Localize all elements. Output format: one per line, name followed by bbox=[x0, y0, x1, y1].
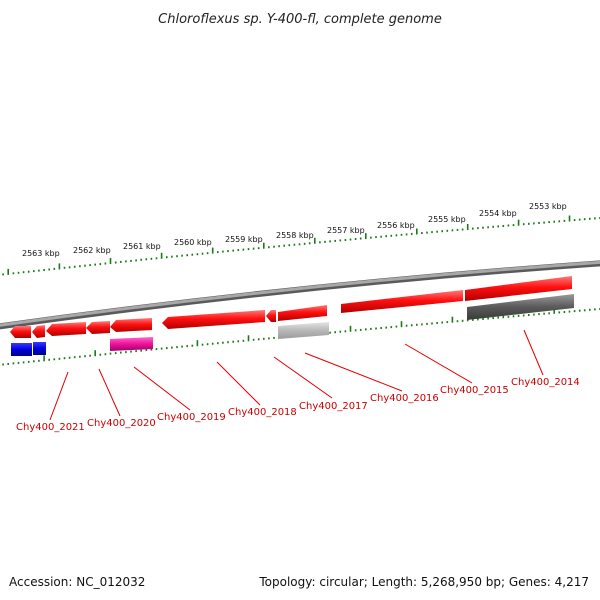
gene-feature[interactable] bbox=[33, 342, 46, 355]
leader-line bbox=[273, 356, 333, 399]
kbp-label: 2563 kbp bbox=[22, 249, 60, 258]
kbp-label: 2559 kbp bbox=[225, 235, 263, 244]
gene-feature[interactable] bbox=[341, 290, 463, 313]
gene-feature[interactable] bbox=[467, 294, 574, 320]
gene-feature[interactable] bbox=[11, 343, 32, 356]
gene-feature[interactable] bbox=[46, 322, 86, 336]
gene-label[interactable]: Chy400_2015 bbox=[440, 385, 509, 396]
label-leader-lines bbox=[49, 329, 544, 421]
kbp-label: 2562 kbp bbox=[73, 246, 111, 255]
gene-feature[interactable] bbox=[266, 310, 276, 322]
leader-line bbox=[304, 352, 403, 392]
leader-line bbox=[523, 329, 544, 376]
gene-feature[interactable] bbox=[278, 322, 329, 339]
kbp-scale-labels: 2563 kbp 2562 kbp 2561 kbp 2560 kbp 2559… bbox=[22, 202, 567, 258]
gene-label[interactable]: Chy400_2017 bbox=[299, 401, 368, 412]
gene-feature[interactable] bbox=[32, 325, 45, 338]
gene-feature[interactable] bbox=[10, 326, 31, 338]
gene-feature[interactable] bbox=[110, 318, 152, 332]
gene-label[interactable]: Chy400_2016 bbox=[370, 393, 439, 404]
leader-line bbox=[133, 366, 191, 411]
gene-label[interactable]: Chy400_2014 bbox=[511, 377, 580, 388]
leader-line bbox=[404, 343, 473, 384]
map-title: Chloroflexus sp. Y-400-fl, complete geno… bbox=[158, 12, 442, 27]
gene-feature[interactable] bbox=[86, 321, 110, 334]
kbp-label: 2558 kbp bbox=[276, 231, 314, 240]
forward-strand-genes bbox=[10, 276, 572, 338]
gene-label[interactable]: Chy400_2018 bbox=[228, 407, 297, 418]
kbp-label: 2556 kbp bbox=[377, 221, 415, 230]
genome-summary-text: Topology: circular; Length: 5,268,950 bp… bbox=[258, 575, 589, 589]
kbp-label: 2555 kbp bbox=[428, 215, 466, 224]
kbp-label: 2561 kbp bbox=[123, 242, 161, 251]
gene-feature[interactable] bbox=[465, 276, 572, 301]
outer-tick-row bbox=[2, 215, 600, 276]
reverse-strand-genes bbox=[11, 294, 574, 356]
kbp-label: 2560 kbp bbox=[174, 238, 212, 247]
leader-line bbox=[98, 368, 121, 417]
accession-text: Accession: NC_012032 bbox=[9, 575, 145, 589]
kbp-label: 2557 kbp bbox=[327, 226, 365, 235]
gene-feature[interactable] bbox=[162, 310, 265, 329]
leader-line bbox=[49, 371, 69, 421]
genome-backbone bbox=[0, 260, 600, 327]
gene-label[interactable]: Chy400_2019 bbox=[157, 412, 226, 423]
gene-label[interactable]: Chy400_2021 bbox=[16, 422, 85, 433]
kbp-label: 2553 kbp bbox=[529, 202, 567, 211]
gene-labels: Chy400_2021 Chy400_2020 Chy400_2019 Chy4… bbox=[16, 377, 580, 433]
gene-label[interactable]: Chy400_2020 bbox=[87, 418, 156, 429]
leader-line bbox=[216, 361, 261, 406]
gene-feature[interactable] bbox=[278, 305, 327, 321]
kbp-label: 2554 kbp bbox=[479, 209, 517, 218]
gene-feature[interactable] bbox=[110, 337, 153, 351]
